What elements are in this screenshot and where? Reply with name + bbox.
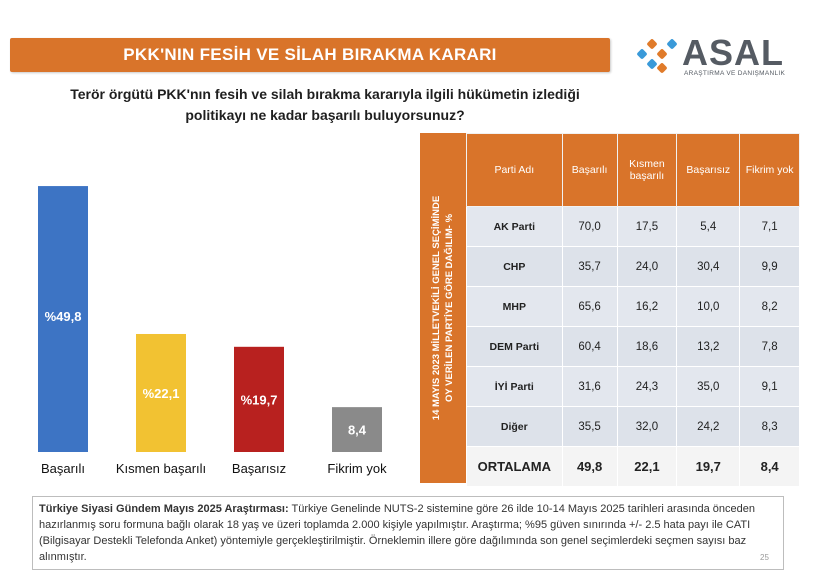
party-name: Diğer xyxy=(466,406,563,447)
cell-value: 16,2 xyxy=(616,286,678,327)
table-row: MHP 65,6 16,2 10,0 8,2 xyxy=(466,286,800,327)
table-row: CHP 35,7 24,0 30,4 9,9 xyxy=(466,246,800,287)
table-row: İYİ Parti 31,6 24,3 35,0 9,1 xyxy=(466,366,800,407)
party-name: İYİ Parti xyxy=(466,366,563,407)
cell-value: 35,7 xyxy=(561,246,618,287)
cell-value: 5,4 xyxy=(676,206,741,247)
cell-value: 35,5 xyxy=(561,406,618,447)
header-partly-successful: Kısmen başarılı xyxy=(616,133,678,207)
header-no-opinion: Fikrim yok xyxy=(739,133,800,207)
table-side-panel xyxy=(420,133,466,483)
methodology-note: Türkiye Siyasi Gündem Mayıs 2025 Araştır… xyxy=(32,496,784,570)
logo-subtitle: ARAŞTIRMA VE DANIŞMANLIK xyxy=(684,70,786,77)
cell-value: 35,0 xyxy=(676,366,741,407)
page-number: 25 xyxy=(760,553,769,562)
category-label: Fikrim yok xyxy=(327,461,387,476)
bar-2 xyxy=(136,333,186,452)
category-label: Başarısız xyxy=(232,461,286,476)
category-label: Başarılı xyxy=(41,461,85,476)
cell-value: 9,9 xyxy=(739,246,800,287)
cell-value: 8,3 xyxy=(739,406,800,447)
cell-value: 60,4 xyxy=(561,326,618,367)
asal-logo: ASAL ARAŞTIRMA VE DANIŞMANLIK xyxy=(636,32,796,80)
question-line-1: Terör örgütü PKK'nın fesih ve silah bıra… xyxy=(70,86,580,102)
side-label-line-1: 14 MAYIS 2023 MİLLETVEKİLİ GENEL SEÇİMİN… xyxy=(431,195,442,421)
table-row: Diğer 35,5 32,0 24,2 8,3 xyxy=(466,406,800,447)
page-title: PKK'NIN FESİH VE SİLAH BIRAKMA KARARI xyxy=(123,45,497,64)
cell-value: 32,0 xyxy=(616,406,678,447)
bar-value-label: %19,7 xyxy=(241,392,278,407)
cell-value: 24,3 xyxy=(616,366,678,407)
average-label: ORTALAMA xyxy=(466,446,563,487)
average-value: 22,1 xyxy=(616,446,678,487)
logo-mark-icon xyxy=(637,39,677,73)
table-side-label: 14 MAYIS 2023 MİLLETVEKİLİ GENEL SEÇİMİN… xyxy=(430,133,456,483)
average-value: 19,7 xyxy=(676,446,741,487)
party-name: AK Parti xyxy=(466,206,563,247)
table-header-row: Parti Adı Başarılı Kısmen başarılı Başar… xyxy=(466,133,800,207)
footnote-title: Türkiye Siyasi Gündem Mayıs 2025 Araştır… xyxy=(39,503,289,515)
cell-value: 30,4 xyxy=(676,246,741,287)
cell-value: 24,0 xyxy=(616,246,678,287)
bar-value-label: %49,8 xyxy=(45,309,82,324)
question-line-2: politikayı ne kadar başarılı buluyorsunu… xyxy=(185,107,465,123)
party-breakdown-table: Parti Adı Başarılı Kısmen başarılı Başar… xyxy=(466,133,800,487)
cell-value: 9,1 xyxy=(739,366,800,407)
cell-value: 7,1 xyxy=(739,206,800,247)
bar-3 xyxy=(234,346,284,452)
survey-question: Terör örgütü PKK'nın fesih ve silah bıra… xyxy=(40,84,610,126)
bar-value-label: 8,4 xyxy=(348,423,367,438)
cell-value: 31,6 xyxy=(561,366,618,407)
header-unsuccessful: Başarısız xyxy=(676,133,741,207)
cell-value: 65,6 xyxy=(561,286,618,327)
cell-value: 7,8 xyxy=(739,326,800,367)
table-average-row: ORTALAMA 49,8 22,1 19,7 8,4 xyxy=(466,446,800,487)
table-row: AK Parti 70,0 17,5 5,4 7,1 xyxy=(466,206,800,247)
party-name: CHP xyxy=(466,246,563,287)
cell-value: 17,5 xyxy=(616,206,678,247)
bar-1 xyxy=(38,186,88,452)
cell-value: 18,6 xyxy=(616,326,678,367)
footnote-text: Türkiye Genelinde NUTS-2 sistemine göre … xyxy=(39,503,755,563)
cell-value: 10,0 xyxy=(676,286,741,327)
bar-chart: %49,8 Başarılı %22,1 Kısmen başarılı %19,7 Ba… xyxy=(38,186,387,476)
cell-value: 8,2 xyxy=(739,286,800,327)
bar-4 xyxy=(332,407,382,452)
header-party: Parti Adı xyxy=(466,133,563,207)
party-name: MHP xyxy=(466,286,563,327)
side-label-line-2: OY VERİLEN PARTİYE GÖRE DAĞILIM- % xyxy=(444,213,455,403)
logo-text: ASAL xyxy=(682,32,784,73)
cell-value: 13,2 xyxy=(676,326,741,367)
cell-value: 70,0 xyxy=(561,206,618,247)
average-value: 8,4 xyxy=(739,446,800,487)
title-banner: PKK'NIN FESİH VE SİLAH BIRAKMA KARARI xyxy=(10,38,610,72)
table-row: DEM Parti 60,4 18,6 13,2 7,8 xyxy=(466,326,800,367)
party-name: DEM Parti xyxy=(466,326,563,367)
bar-value-label: %22,1 xyxy=(143,386,180,401)
average-value: 49,8 xyxy=(561,446,618,487)
header-successful: Başarılı xyxy=(561,133,618,207)
category-label: Kısmen başarılı xyxy=(116,461,206,476)
cell-value: 24,2 xyxy=(676,406,741,447)
